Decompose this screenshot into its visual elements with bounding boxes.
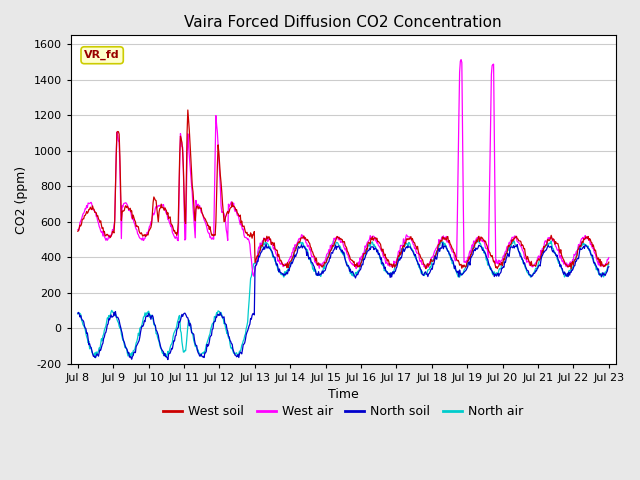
X-axis label: Time: Time — [328, 388, 358, 401]
Legend: West soil, West air, North soil, North air: West soil, West air, North soil, North a… — [159, 400, 528, 423]
Title: Vaira Forced Diffusion CO2 Concentration: Vaira Forced Diffusion CO2 Concentration — [184, 15, 502, 30]
Y-axis label: CO2 (ppm): CO2 (ppm) — [15, 166, 28, 234]
Text: VR_fd: VR_fd — [84, 50, 120, 60]
